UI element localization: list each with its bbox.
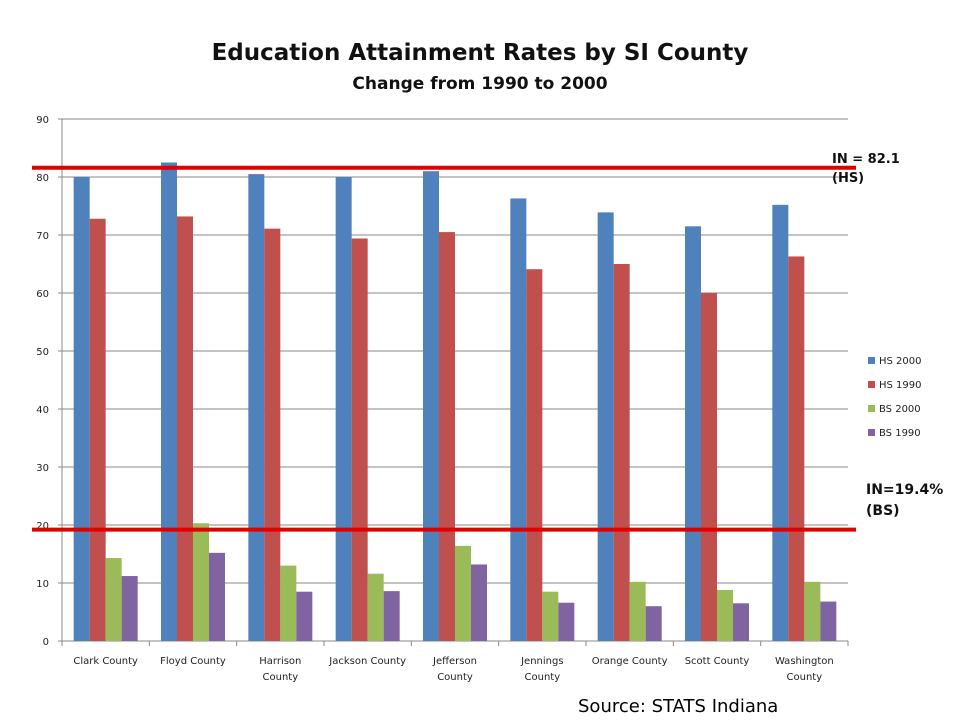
bar	[772, 204, 789, 641]
x-tick-label: Jefferson	[432, 656, 477, 667]
bar	[209, 552, 225, 641]
bar	[542, 591, 559, 641]
x-tick-label: County	[525, 672, 561, 683]
bar	[280, 565, 297, 641]
bar	[177, 216, 193, 641]
y-tick-label: 30	[36, 463, 49, 474]
chart-subtitle: Change from 1990 to 2000	[352, 74, 608, 94]
bar	[455, 545, 471, 641]
bar	[248, 174, 265, 641]
bs-reference-label: IN=19.4% (BS)	[866, 480, 943, 522]
y-tick-label: 60	[36, 289, 49, 300]
y-tick-label: 10	[36, 579, 49, 590]
bar	[335, 177, 352, 641]
bar	[629, 581, 646, 641]
bar	[804, 581, 821, 641]
bar	[423, 171, 439, 641]
x-tick-label: Clark County	[73, 656, 138, 667]
bar	[820, 601, 837, 641]
bar	[613, 264, 630, 641]
x-tick-label: Floyd County	[160, 656, 226, 667]
bar	[558, 602, 575, 641]
bar	[717, 589, 733, 641]
legend-swatch	[868, 429, 875, 436]
legend-label: BS 2000	[879, 404, 921, 415]
x-tick-label: Harrison	[259, 656, 301, 667]
bs-reference-label-line2: (BS)	[866, 503, 900, 519]
y-tick-label: 70	[36, 231, 49, 242]
legend-swatch	[868, 381, 875, 388]
bar	[701, 293, 717, 641]
x-tick-label: County	[437, 672, 473, 683]
x-tick-label: Washington	[775, 656, 834, 667]
y-tick-label: 20	[36, 521, 49, 532]
bs-reference-label-line1: IN=19.4%	[866, 482, 944, 498]
x-tick-label: County	[787, 672, 823, 683]
bar	[597, 212, 614, 641]
bar	[264, 228, 281, 641]
y-tick-label: 90	[36, 115, 49, 126]
bar	[367, 573, 384, 641]
y-tick-label: 40	[36, 405, 49, 416]
legend-label: BS 1990	[879, 428, 921, 439]
bar	[161, 162, 177, 641]
x-tick-label: Jackson County	[328, 656, 406, 667]
legend-label: HS 1990	[879, 380, 922, 391]
bar	[383, 591, 400, 641]
x-tick-label: Jennings	[520, 656, 563, 667]
y-tick-label: 50	[36, 347, 49, 358]
bar	[296, 591, 313, 641]
bar	[471, 564, 487, 641]
bar	[788, 256, 805, 641]
hs-reference-label: IN = 82.1 (HS)	[832, 150, 900, 188]
legend-swatch	[868, 405, 875, 412]
bar	[105, 558, 122, 641]
bar	[685, 226, 701, 642]
bar	[351, 238, 368, 642]
bar	[510, 198, 527, 641]
legend-label: HS 2000	[879, 356, 922, 367]
bar	[121, 576, 138, 641]
x-tick-label: Scott County	[685, 656, 750, 667]
bar	[645, 606, 662, 641]
legend-swatch	[868, 357, 875, 364]
chart-title: Education Attainment Rates by SI County	[211, 40, 749, 66]
bar	[526, 269, 543, 641]
bar	[193, 523, 209, 641]
bar	[89, 218, 106, 641]
y-tick-label: 0	[43, 637, 49, 648]
source-note: Source: STATS Indiana	[578, 696, 779, 717]
y-tick-label: 80	[36, 173, 49, 184]
hs-reference-label-line1: IN = 82.1	[832, 152, 900, 167]
bar	[73, 177, 90, 641]
hs-reference-label-line2: (HS)	[832, 171, 865, 186]
x-tick-label: County	[263, 672, 299, 683]
x-tick-label: Orange County	[592, 656, 668, 667]
bar	[439, 232, 455, 641]
bar	[733, 603, 749, 641]
